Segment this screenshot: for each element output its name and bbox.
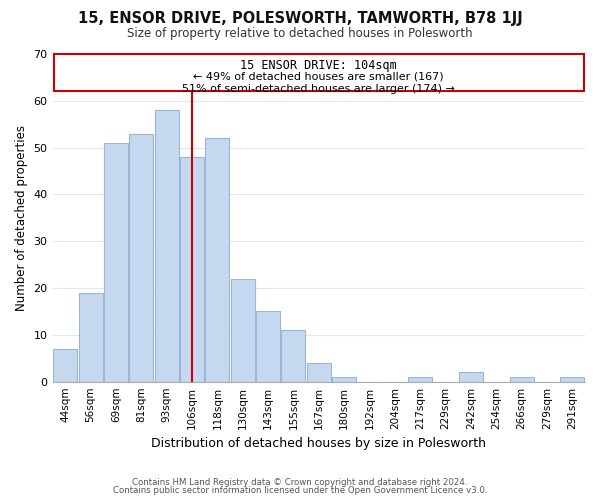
Text: Contains public sector information licensed under the Open Government Licence v3: Contains public sector information licen… [113,486,487,495]
Bar [560,377,584,382]
Bar [332,377,356,382]
FancyBboxPatch shape [54,54,584,90]
Bar [307,363,331,382]
X-axis label: Distribution of detached houses by size in Polesworth: Distribution of detached houses by size … [151,437,486,450]
Text: 15 ENSOR DRIVE: 104sqm: 15 ENSOR DRIVE: 104sqm [241,58,397,71]
Bar [408,377,432,382]
Bar [205,138,229,382]
Bar [281,330,305,382]
Bar [53,349,77,382]
Bar [256,312,280,382]
Bar [459,372,483,382]
Text: Contains HM Land Registry data © Crown copyright and database right 2024.: Contains HM Land Registry data © Crown c… [132,478,468,487]
Bar [104,143,128,382]
Bar [230,278,255,382]
Bar [180,157,204,382]
Y-axis label: Number of detached properties: Number of detached properties [15,125,28,311]
Text: ← 49% of detached houses are smaller (167): ← 49% of detached houses are smaller (16… [193,72,444,82]
Text: 15, ENSOR DRIVE, POLESWORTH, TAMWORTH, B78 1JJ: 15, ENSOR DRIVE, POLESWORTH, TAMWORTH, B… [77,11,523,26]
Text: 51% of semi-detached houses are larger (174) →: 51% of semi-detached houses are larger (… [182,84,455,94]
Bar [509,377,533,382]
Text: Size of property relative to detached houses in Polesworth: Size of property relative to detached ho… [127,28,473,40]
Bar [155,110,179,382]
Bar [129,134,154,382]
Bar [79,292,103,382]
